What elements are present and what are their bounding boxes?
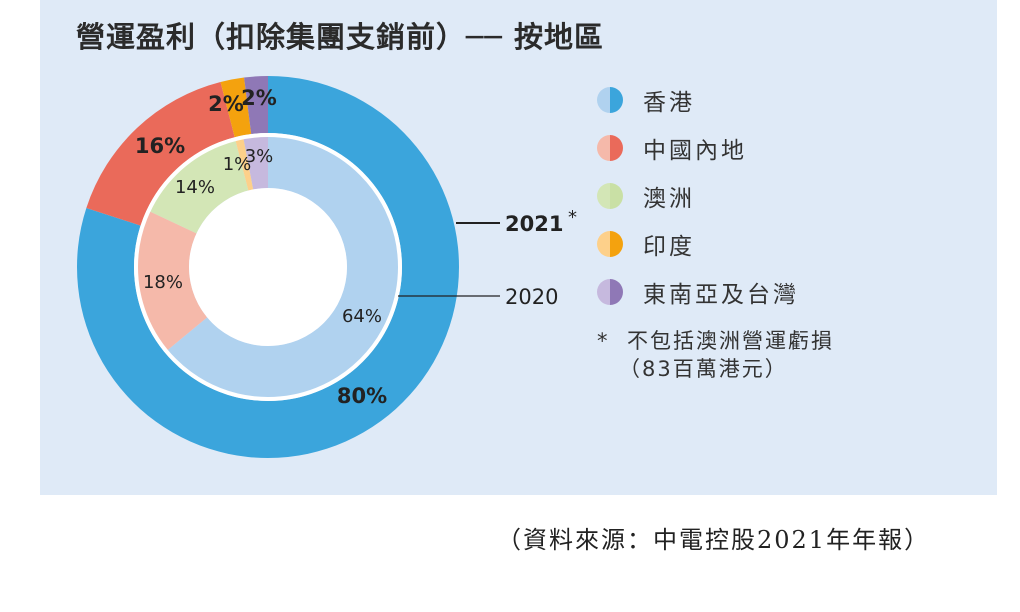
data-label-2020-australia: 14% [175,177,215,198]
data-label-2020-hong-kong: 64% [342,306,382,327]
slice-2020-india [235,138,254,191]
data-label-2021-sea-taiwan: 2% [241,86,277,110]
legend-swatch [597,87,623,113]
source-caption: （資料來源：中電控股2021年年報） [497,526,931,554]
legend: 香港 中國內地 澳洲 印度 東南亞及台灣 [597,76,799,316]
footnote-line1: 不包括澳洲營運虧損 [627,329,834,353]
footnote-line2: （83百萬港元） [619,357,788,381]
legend-swatch [597,135,623,161]
slice-2020-hong-kong [167,136,399,398]
ring-separator [134,133,402,401]
data-label-2021-india: 2% [208,92,244,116]
donut-hole [189,188,347,346]
slice-2021-hong-kong [77,76,459,458]
slice-2020-mainland-china [136,211,208,351]
legend-item-hong-kong: 香港 [597,76,799,124]
data-label-2020-mainland-china: 18% [143,272,183,293]
series-label-2020: 2020 [505,285,558,309]
slice-2021-india [220,77,252,138]
slice-2021-mainland-china [86,82,235,226]
data-label-2021-mainland-china: 16% [135,134,185,158]
legend-swatch [597,183,623,209]
legend-item-sea-taiwan: 東南亞及台灣 [597,268,799,316]
legend-swatch [597,279,623,305]
data-label-2020-sea-taiwan: 3% [245,146,274,167]
data-label-2020-india: 1% [223,154,252,175]
series-marker-2021: * [568,207,577,228]
slice-2020-sea-taiwan [243,136,268,190]
chart-title: 營運盈利（扣除集團支銷前）── 按地區 [76,20,605,54]
legend-swatch [597,231,623,257]
slice-2020-australia [149,140,249,234]
legend-item-india: 印度 [597,220,799,268]
legend-item-mainland-china: 中國內地 [597,124,799,172]
slice-2021-sea-taiwan [244,76,268,135]
data-label-2021-hong-kong: 80% [337,384,387,408]
series-label-2021: 2021 [505,212,563,236]
footnote-marker: * [597,329,610,353]
legend-item-australia: 澳洲 [597,172,799,220]
footnote: * 不包括澳洲營運虧損 （83百萬港元） [597,327,834,383]
